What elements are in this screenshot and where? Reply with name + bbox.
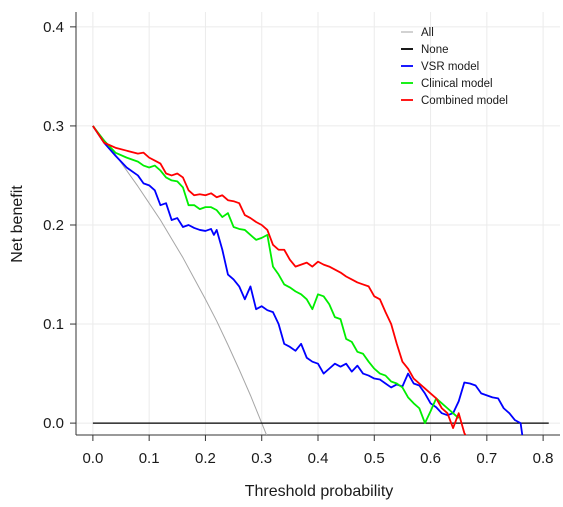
series-line-vsr-model <box>92 125 524 435</box>
x-tick-label: 0.1 <box>139 450 160 467</box>
x-tick-label: 0.5 <box>364 450 385 467</box>
legend-label-vsr-model: VSR model <box>421 61 479 73</box>
series-line-clinical-model <box>92 125 460 425</box>
y-tick-label: 0.4 <box>43 19 64 36</box>
legend: All None VSR model Clinical model Combined m… <box>401 27 508 107</box>
x-tick-label: 0.8 <box>533 450 554 467</box>
legend-label-all: All <box>421 27 434 39</box>
x-tick-label: 0.7 <box>476 450 497 467</box>
x-tick-label: 0.4 <box>308 450 329 467</box>
y-axis-title: Net benefit <box>9 185 26 263</box>
series-group <box>92 125 549 435</box>
legend-label-clinical-model: Clinical model <box>421 78 493 90</box>
x-tick-label: 0.2 <box>195 450 216 467</box>
legend-label-combined-model: Combined model <box>421 95 508 107</box>
axes: 0.0 0.1 0.2 0.3 0.4 0.5 0.6 0.7 0.8 0.0 0.1 0.2 0.3 0… <box>43 12 560 467</box>
x-tick-label: 0.6 <box>420 450 441 467</box>
x-tick-label: 0.3 <box>251 450 272 467</box>
legend-label-none: None <box>421 44 449 56</box>
series-line-all <box>92 125 268 435</box>
x-axis-title: Threshold probability <box>245 483 394 500</box>
x-tick-label: 0.0 <box>82 450 103 467</box>
y-tick-label: 0.2 <box>43 217 64 234</box>
y-tick-label: 0.1 <box>43 316 64 333</box>
series-line-combined-model <box>92 125 467 435</box>
y-tick-label: 0.0 <box>43 415 64 432</box>
y-tick-label: 0.3 <box>43 118 64 135</box>
